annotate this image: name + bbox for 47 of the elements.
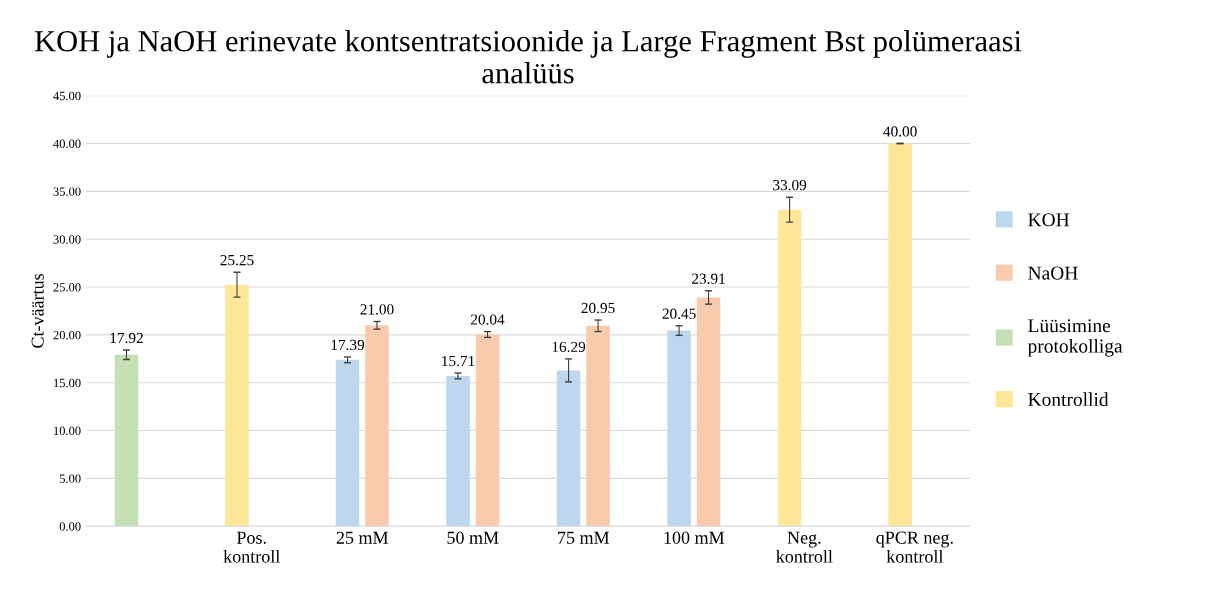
x-tick-label: 100 mM [664, 531, 725, 544]
data-label: 17.92 [110, 332, 143, 344]
y-tick-label: 10.00 [54, 426, 81, 436]
x-tick-label: 50 mM [447, 531, 499, 544]
data-label: 20.04 [471, 314, 505, 325]
bar [556, 370, 581, 527]
bar [777, 209, 802, 527]
data-label: 20.95 [581, 302, 615, 314]
data-label: 21.00 [360, 304, 394, 315]
bar [586, 325, 610, 527]
data-label: 20.45 [662, 308, 696, 319]
chart-title: KOH ja NaOH erinevate kontsentratsioonide ja Large Fragment Bst polümeraasi analüüs [34, 30, 1022, 84]
y-tick-label: 5.00 [59, 474, 81, 483]
bar [225, 284, 249, 527]
x-tick-label: Pos. kontroll [223, 531, 280, 563]
y-tick-label: 40.00 [53, 139, 81, 149]
y-tick-label: 30.00 [53, 235, 81, 244]
y-tick-label: 20.00 [53, 330, 81, 340]
x-tick-label: qPCR neg. kontroll [876, 531, 953, 563]
x-tick-label: Neg. kontroll [776, 531, 833, 563]
data-label: 33.09 [773, 179, 807, 191]
y-tick-label: 15.00 [54, 378, 81, 388]
x-tick-label: 75 mM [558, 531, 610, 544]
bar [888, 143, 912, 527]
y-axis-title: Ct-väärtus [31, 274, 44, 348]
y-tick-label: 45.00 [53, 91, 81, 101]
data-label: 40.00 [883, 126, 917, 137]
legend-label: Lüüsimine protokolliga [1027, 319, 1123, 357]
bar [475, 334, 500, 527]
data-label: 16.29 [552, 341, 586, 353]
data-label: 15.71 [442, 355, 475, 367]
y-tick-label: 25.00 [53, 283, 81, 292]
data-label: 23.91 [692, 273, 725, 284]
legend-label: KOH [1028, 213, 1070, 227]
y-tick-label: 35.00 [53, 187, 81, 196]
legend-label: Kontrollid [1028, 392, 1109, 407]
bar [696, 297, 721, 527]
legend-label: NaOH [1028, 266, 1078, 280]
x-tick-label: 25 mM [336, 531, 389, 544]
bar [365, 325, 389, 527]
bar [446, 375, 470, 527]
data-label: 25.25 [220, 255, 254, 266]
bar [667, 330, 691, 527]
y-tick-label: 0.00 [59, 522, 81, 531]
bar [114, 354, 139, 527]
data-label: 17.39 [331, 339, 365, 351]
bar [335, 359, 360, 527]
